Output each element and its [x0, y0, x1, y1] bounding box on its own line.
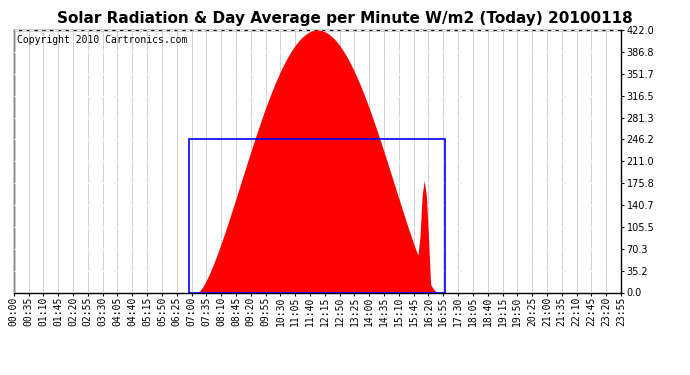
Bar — [189, 140, 446, 292]
Text: Copyright 2010 Cartronics.com: Copyright 2010 Cartronics.com — [17, 35, 187, 45]
Text: Solar Radiation & Day Average per Minute W/m2 (Today) 20100118: Solar Radiation & Day Average per Minute… — [57, 11, 633, 26]
